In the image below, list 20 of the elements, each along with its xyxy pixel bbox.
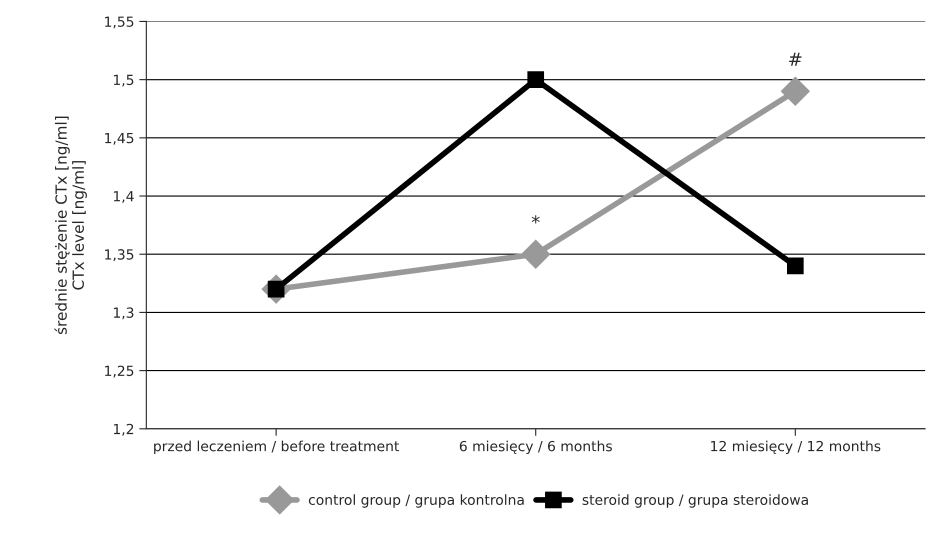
y-tick-label: 1,5 [114,74,134,87]
y-tick-label: 1,55 [105,16,134,28]
x-tick-label: 12 miesięcy / 12 months [711,440,880,454]
y-tick-label: 1,4 [114,191,134,203]
point [521,240,550,269]
x-tick-label: 6 miesięcy / 6 months [460,440,612,454]
x-tick-label: przed leczeniem / before treatment [154,440,400,454]
y-tick-label: 1,25 [105,366,134,378]
point [527,71,544,88]
annotation: * [532,215,540,224]
legend-label: steroid group / grupa steroidowa [582,494,808,508]
y-tick-label: 1,2 [114,424,134,436]
y-axis-title: średnie stężenie CTx [ng/ml] CTx level [ng/ml] [54,116,87,334]
y-tick-label: 1,45 [105,132,134,145]
point [780,76,810,106]
point [786,258,804,274]
annotation: # [789,52,802,66]
y-tick-label: 1,3 [114,307,134,320]
legend-label: control group / grupa kontrolna [308,494,524,508]
y-tick-label: 1,35 [105,249,134,262]
